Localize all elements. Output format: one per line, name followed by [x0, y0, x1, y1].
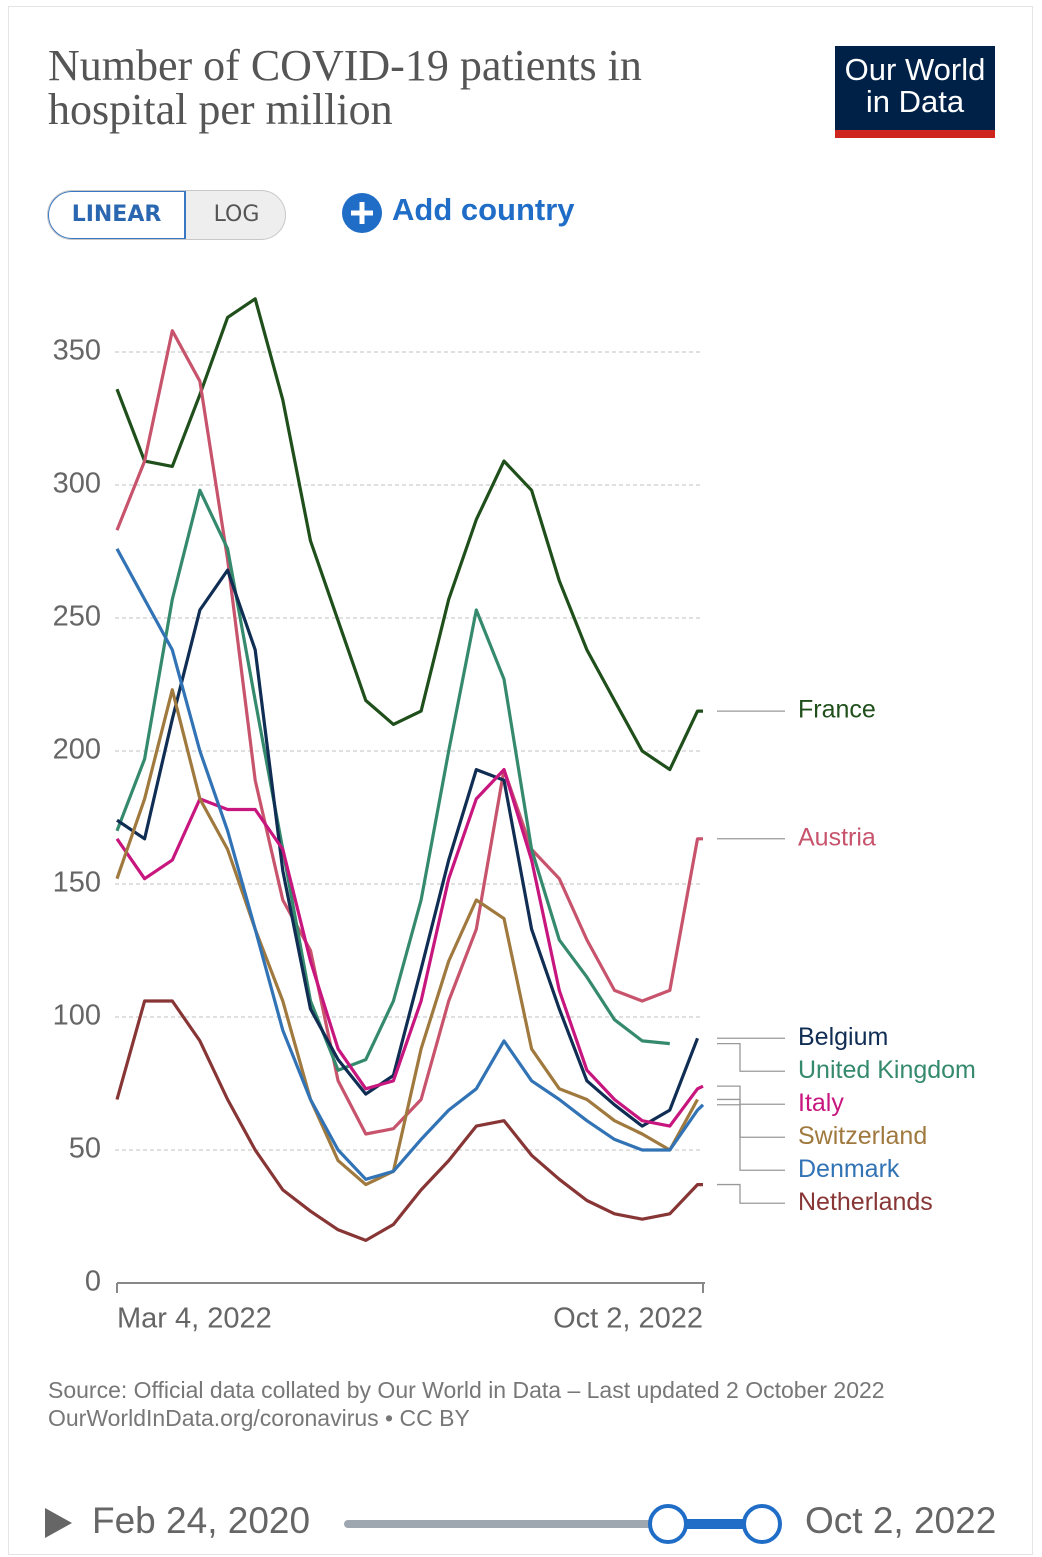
timeline [45, 1504, 782, 1544]
timeline-start: Feb 24, 2020 [92, 1500, 311, 1541]
add-icon[interactable] [340, 191, 384, 235]
series-label: France [798, 696, 876, 724]
series-label: Italy [798, 1089, 844, 1117]
scale-toggle: LINEAR LOG [47, 190, 286, 240]
source-note: Source: Official data collated by Our Wo… [48, 1376, 928, 1432]
card-frame [8, 6, 1033, 1555]
series-line [115, 329, 703, 1136]
series-line [115, 548, 705, 1181]
series-label: Austria [798, 823, 876, 851]
series-line [115, 688, 699, 1187]
series-label: Netherlands [798, 1188, 933, 1216]
y-tick-label: 300 [53, 468, 101, 500]
y-tick-label: 150 [53, 867, 101, 899]
series-line [115, 999, 703, 1242]
series-label: United Kingdom [798, 1056, 976, 1084]
y-tick-label: 100 [53, 1000, 101, 1032]
series-line [115, 488, 670, 1072]
label-leader [717, 1183, 785, 1204]
y-tick-label: 350 [53, 335, 101, 367]
timeline-end: Oct 2, 2022 [805, 1500, 997, 1541]
log-button[interactable]: LOG [213, 202, 260, 227]
linear-button[interactable]: LINEAR [48, 191, 186, 239]
y-tick-label: 250 [53, 601, 101, 633]
series-line [115, 768, 704, 1128]
chart: 0 50 100 150 200 250 300 350 Mar 4, 2022 Oct 2, 2… [53, 297, 976, 1335]
label-leader [717, 1042, 785, 1072]
source-link[interactable]: OurWorldInData.org/coronavirus • CC BY [48, 1405, 470, 1431]
series-label: Belgium [798, 1023, 888, 1051]
label-leader [717, 1085, 785, 1105]
series-line [115, 297, 703, 772]
slider-handle[interactable] [742, 1504, 782, 1544]
series-line [116, 568, 699, 1128]
y-tick-label: 0 [85, 1266, 101, 1298]
x-tick-label: Mar 4, 2022 [117, 1303, 272, 1335]
source-text: Source: Official data collated by Our Wo… [48, 1377, 885, 1403]
x-tick-label: Oct 2, 2022 [553, 1303, 703, 1335]
slider-handle[interactable] [648, 1504, 688, 1544]
logo[interactable]: Our World in Data [835, 46, 995, 138]
play-button[interactable] [45, 1508, 72, 1538]
add-country[interactable]: Add country [392, 192, 575, 227]
series-label: Denmark [798, 1155, 900, 1183]
y-tick-label: 200 [53, 734, 101, 766]
label-leader [717, 1104, 785, 1171]
chart-title: Number of COVID-19 patients in hospital … [48, 41, 642, 134]
series-label: Switzerland [798, 1122, 927, 1150]
y-tick-label: 50 [69, 1133, 101, 1165]
